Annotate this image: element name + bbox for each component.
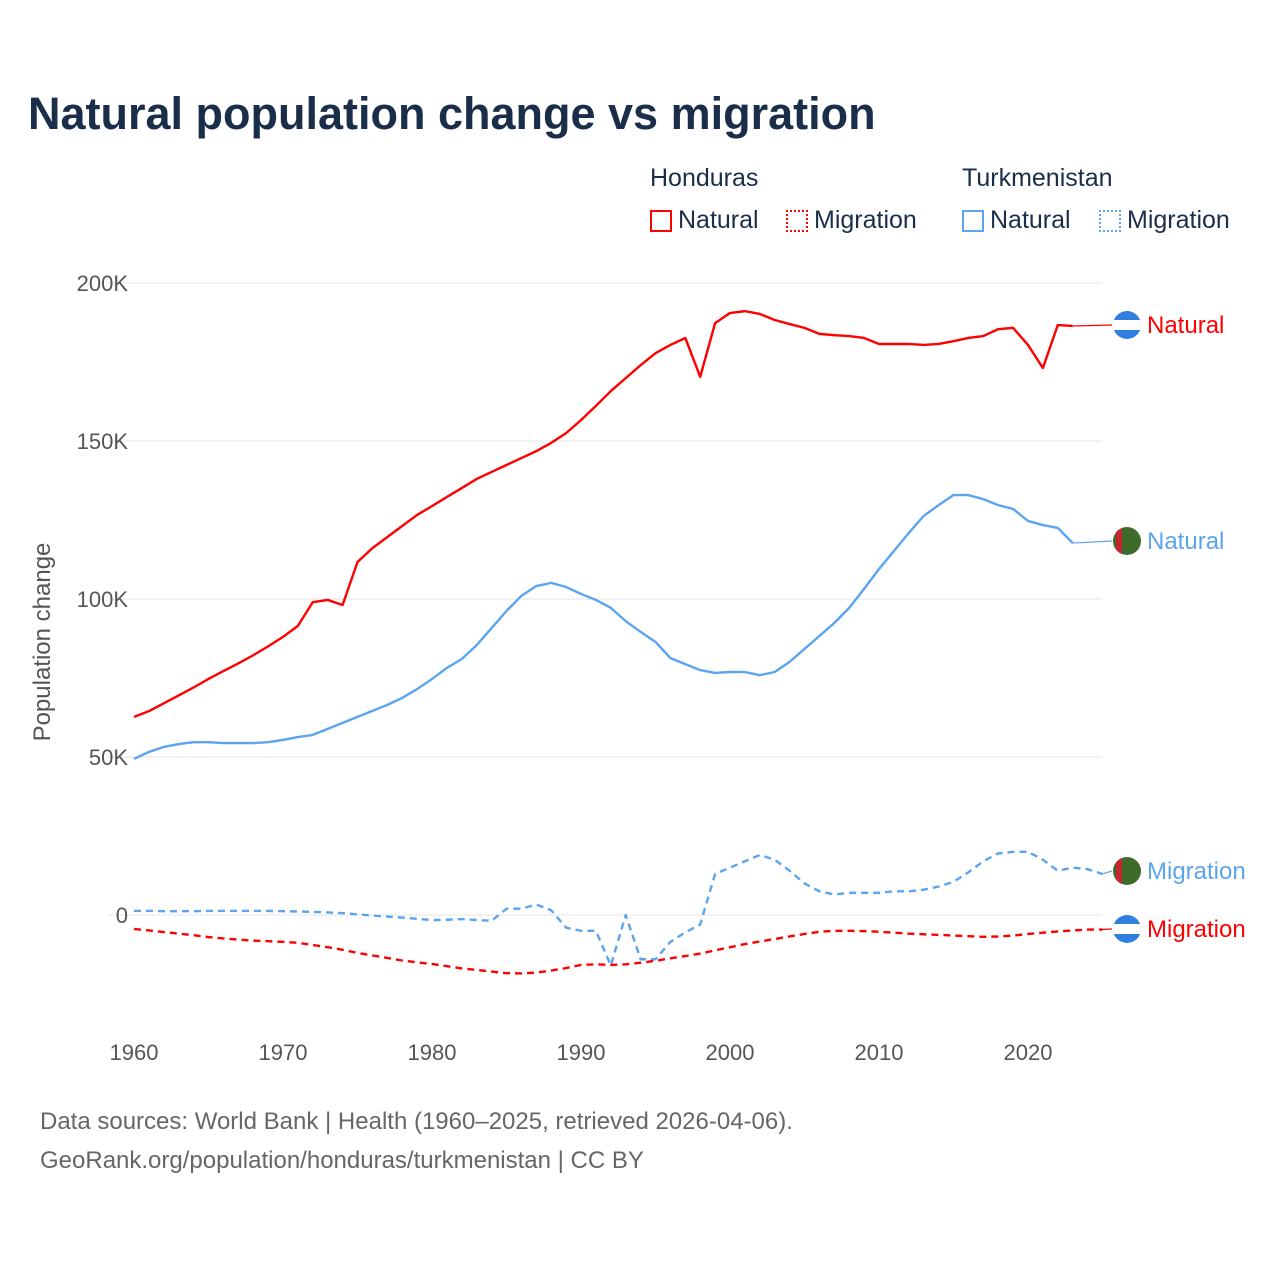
- leader-line: [1102, 928, 1113, 931]
- legend-swatch: [650, 209, 672, 232]
- honduras-flag-icon: [1113, 915, 1141, 943]
- legend-honduras-migration[interactable]: Migration: [786, 206, 917, 235]
- y-tick-label: 0: [116, 903, 128, 928]
- legend-label: Natural: [990, 206, 1071, 234]
- legend-turkmenistan-migration[interactable]: Migration: [1099, 206, 1230, 235]
- series-line-honduras-migration: [133, 927, 1103, 975]
- legend-label: Migration: [814, 206, 917, 234]
- legend-swatch: [786, 209, 808, 232]
- x-tick-label: 1980: [408, 1040, 457, 1065]
- x-tick-label: 2020: [1004, 1040, 1053, 1065]
- y-tick-label: 100K: [77, 587, 129, 612]
- legend-group-turkmenistan: Turkmenistan: [962, 164, 1113, 192]
- y-tick-label: 200K: [77, 271, 129, 296]
- y-axis-label: Population change: [29, 543, 56, 742]
- series-line-honduras-natural: [133, 309, 1073, 718]
- series-line-turkmenistan-natural: [133, 493, 1074, 760]
- legend-swatch: [1099, 209, 1121, 232]
- turkmenistan-flag-icon: [1113, 857, 1141, 885]
- footer-link[interactable]: GeoRank.org/population/honduras/turkmeni…: [40, 1147, 644, 1174]
- series-line-turkmenistan-migration: [134, 850, 1103, 967]
- x-tick-label: 1970: [259, 1040, 308, 1065]
- turkmenistan-flag-icon: [1113, 527, 1141, 555]
- legend-swatch: [962, 209, 984, 232]
- series-end-label: Migration: [1147, 858, 1246, 885]
- x-tick-label: 2000: [706, 1040, 755, 1065]
- legend-honduras-natural[interactable]: Natural: [650, 206, 759, 235]
- legend-turkmenistan-natural[interactable]: Natural: [962, 206, 1071, 235]
- x-tick-label: 2010: [855, 1040, 904, 1065]
- y-tick-label: 150K: [77, 429, 129, 454]
- legend-label: Natural: [678, 206, 759, 234]
- series-end-label: Natural: [1147, 312, 1224, 339]
- leader-line: [1072, 540, 1113, 544]
- x-tick-label: 1990: [557, 1040, 606, 1065]
- footer-sources: Data sources: World Bank | Health (1960–…: [40, 1108, 793, 1135]
- legend-label: Migration: [1127, 206, 1230, 234]
- leader-line: [1102, 870, 1113, 875]
- series-end-label: Natural: [1147, 528, 1224, 555]
- honduras-flag-icon: [1113, 311, 1141, 339]
- series-end-label: Migration: [1147, 916, 1246, 943]
- legend-group-honduras: Honduras: [650, 164, 759, 192]
- x-tick-label: 1960: [110, 1040, 159, 1065]
- chart-title: Natural population change vs migration: [28, 88, 876, 139]
- y-tick-label: 50K: [89, 745, 128, 770]
- leader-line: [1072, 324, 1113, 327]
